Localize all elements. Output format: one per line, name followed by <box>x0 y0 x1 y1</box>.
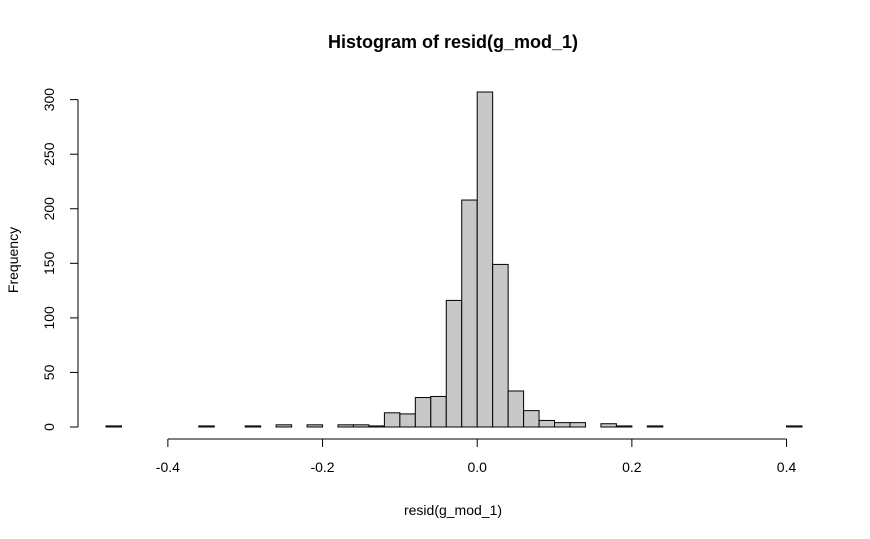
x-axis: -0.4 -0.2 0.0 0.2 0.4 <box>156 438 797 475</box>
histogram-bar <box>430 395 447 428</box>
histogram-bar <box>492 263 509 428</box>
x-tick-label: -0.4 <box>156 459 180 475</box>
histogram-bar <box>569 422 586 428</box>
histogram-bar <box>244 425 262 428</box>
histogram-bar <box>399 413 416 428</box>
x-tick-label: 0.0 <box>467 459 487 475</box>
y-tick-label: 200 <box>41 197 57 221</box>
x-tick-label: 0.4 <box>777 459 797 475</box>
bars-group <box>105 91 803 428</box>
y-tick-label: 50 <box>41 364 57 380</box>
histogram-bar <box>445 299 463 428</box>
histogram-bar <box>615 425 633 428</box>
histogram-bar <box>600 423 617 428</box>
histogram-bar <box>476 91 494 428</box>
histogram-bar <box>646 425 664 428</box>
histogram-bar <box>383 412 401 428</box>
y-tick-label: 0 <box>41 423 57 431</box>
histogram-bar <box>507 390 525 428</box>
histogram-bar <box>337 424 354 428</box>
chart-title: Histogram of resid(g_mod_1) <box>328 32 578 52</box>
y-tick-label: 250 <box>41 142 57 166</box>
y-tick-label: 100 <box>41 306 57 330</box>
histogram-bar <box>414 397 432 428</box>
histogram-bar <box>786 425 803 428</box>
histogram-bar <box>105 425 122 428</box>
y-tick-label: 300 <box>41 88 57 112</box>
histogram-bar <box>538 419 556 428</box>
histogram-bar <box>368 425 385 428</box>
y-axis: 0 50 100 150 200 250 300 <box>41 88 79 431</box>
x-tick-label: 0.2 <box>622 459 642 475</box>
histogram-bar <box>306 424 324 428</box>
y-tick-label: 150 <box>41 251 57 275</box>
x-axis-label: resid(g_mod_1) <box>404 502 502 518</box>
histogram-bar <box>352 424 370 428</box>
histogram-bar <box>198 425 215 428</box>
histogram-bar <box>523 410 540 428</box>
y-axis-label: Frequency <box>5 227 21 293</box>
histogram-bar <box>554 422 571 428</box>
histogram-bar <box>461 199 478 428</box>
x-tick-label: -0.2 <box>310 459 334 475</box>
histogram-bar <box>275 424 293 428</box>
